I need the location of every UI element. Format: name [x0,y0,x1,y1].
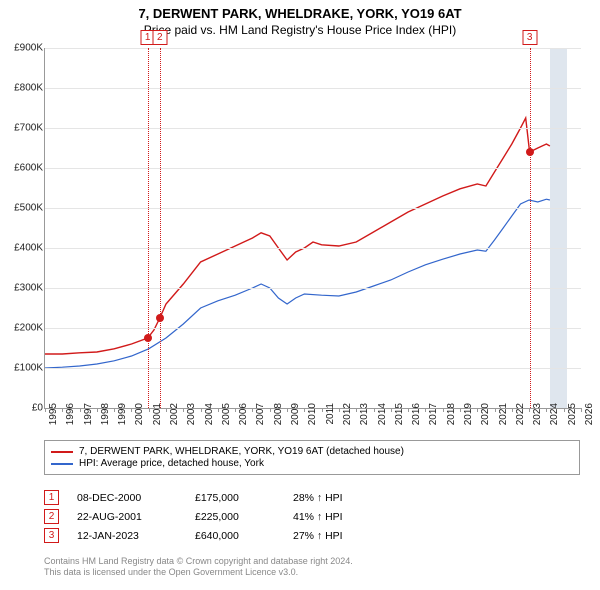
event-marker: 2 [152,30,167,45]
tx-price: £225,000 [195,511,275,523]
x-axis-label: 2003 [186,403,197,425]
event-vline [148,48,149,408]
tx-pct: 28% ↑ HPI [293,492,383,504]
transaction-point [526,148,534,156]
tx-pct: 27% ↑ HPI [293,530,383,542]
x-axis-label: 2004 [204,403,215,425]
table-row: 3 12-JAN-2023 £640,000 27% ↑ HPI [44,528,580,543]
series-line [45,118,550,354]
table-row: 1 08-DEC-2000 £175,000 28% ↑ HPI [44,490,580,505]
x-axis-label: 2026 [584,403,595,425]
y-axis-label: £600K [3,163,43,174]
transaction-point [156,314,164,322]
tx-date: 22-AUG-2001 [77,511,177,523]
tx-price: £175,000 [195,492,275,504]
x-axis-label: 2013 [359,403,370,425]
event-vline [160,48,161,408]
y-axis-label: £500K [3,203,43,214]
tx-number: 2 [44,509,59,524]
x-axis-label: 1997 [83,403,94,425]
x-axis-label: 2000 [134,403,145,425]
x-axis-label: 2025 [567,403,578,425]
y-axis-label: £300K [3,283,43,294]
x-axis-label: 2017 [428,403,439,425]
x-axis-label: 2020 [480,403,491,425]
event-marker: 3 [522,30,537,45]
price-chart: £0£100K£200K£300K£400K£500K£600K£700K£80… [44,48,581,409]
y-axis-label: £700K [3,123,43,134]
legend-swatch [51,451,73,453]
legend-item: 7, DERWENT PARK, WHELDRAKE, YORK, YO19 6… [51,446,573,457]
x-axis-label: 2014 [377,403,388,425]
footer-line2: This data is licensed under the Open Gov… [44,567,580,578]
tx-number: 3 [44,528,59,543]
chart-subtitle: Price paid vs. HM Land Registry's House … [0,23,600,37]
legend-swatch [51,463,73,465]
legend: 7, DERWENT PARK, WHELDRAKE, YORK, YO19 6… [44,440,580,475]
tx-pct: 41% ↑ HPI [293,511,383,523]
y-axis-label: £100K [3,363,43,374]
x-axis-label: 1995 [48,403,59,425]
x-axis-label: 2009 [290,403,301,425]
legend-label: HPI: Average price, detached house, York [79,458,264,469]
table-row: 2 22-AUG-2001 £225,000 41% ↑ HPI [44,509,580,524]
x-axis-label: 1999 [117,403,128,425]
event-vline [530,48,531,408]
tx-number: 1 [44,490,59,505]
chart-title: 7, DERWENT PARK, WHELDRAKE, YORK, YO19 6… [0,6,600,21]
x-axis-label: 2019 [463,403,474,425]
x-axis-label: 2024 [549,403,560,425]
x-axis-label: 2011 [325,403,336,425]
x-axis-label: 2007 [255,403,266,425]
y-axis-label: £900K [3,43,43,54]
footer-line1: Contains HM Land Registry data © Crown c… [44,556,580,567]
x-axis-label: 1996 [65,403,76,425]
legend-item: HPI: Average price, detached house, York [51,458,573,469]
legend-label: 7, DERWENT PARK, WHELDRAKE, YORK, YO19 6… [79,446,404,457]
x-axis-label: 2018 [446,403,457,425]
x-axis-label: 2010 [307,403,318,425]
footer-attribution: Contains HM Land Registry data © Crown c… [44,556,580,579]
tx-date: 08-DEC-2000 [77,492,177,504]
x-axis-label: 2002 [169,403,180,425]
x-axis-label: 2008 [273,403,284,425]
tx-price: £640,000 [195,530,275,542]
y-axis-label: £0 [3,403,43,414]
y-axis-label: £200K [3,323,43,334]
tx-date: 12-JAN-2023 [77,530,177,542]
transaction-point [144,334,152,342]
y-axis-label: £800K [3,83,43,94]
x-axis-label: 2016 [411,403,422,425]
x-axis-label: 2021 [498,403,509,425]
x-axis-label: 2005 [221,403,232,425]
x-axis-label: 2006 [238,403,249,425]
x-axis-label: 2001 [152,403,163,425]
series-line [45,199,550,368]
x-axis-label: 2015 [394,403,405,425]
x-axis-label: 2012 [342,403,353,425]
x-axis-label: 2023 [532,403,543,425]
chart-svg [45,48,581,408]
y-axis-label: £400K [3,243,43,254]
x-axis-label: 2022 [515,403,526,425]
transaction-table: 1 08-DEC-2000 £175,000 28% ↑ HPI 2 22-AUG-200… [44,486,580,547]
x-axis-label: 1998 [100,403,111,425]
